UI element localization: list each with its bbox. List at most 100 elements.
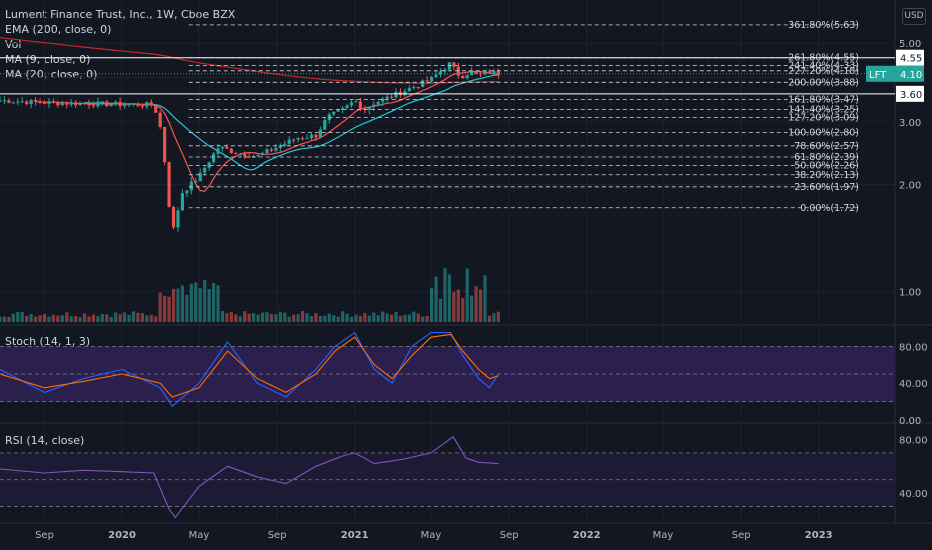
- volume-bar: [91, 314, 96, 322]
- volume-bar: [376, 315, 380, 322]
- stoch-tick-label: 80.00: [899, 342, 928, 353]
- x-tick-label: May: [189, 530, 210, 541]
- volume-bar: [421, 316, 425, 322]
- candle-body: [394, 91, 398, 98]
- volume-bar: [82, 313, 87, 322]
- volume-bar: [332, 315, 336, 322]
- y-tick-label: 5.00: [899, 39, 921, 50]
- stoch-pane-label[interactable]: Stoch (14, 1, 3): [5, 335, 91, 348]
- candle-body: [300, 138, 305, 140]
- candle-body: [131, 103, 136, 105]
- ma-9-line: [35, 70, 499, 193]
- volume-bar: [154, 316, 158, 322]
- volume-bar: [430, 287, 434, 322]
- candle-body: [136, 103, 140, 106]
- volume-bar: [194, 282, 198, 322]
- legend-vol[interactable]: Vol: [5, 38, 22, 51]
- volume-bar: [345, 313, 349, 322]
- candle-body: [180, 193, 185, 211]
- volume-bar: [96, 316, 100, 322]
- candle-body: [260, 153, 265, 156]
- candle-body: [38, 101, 42, 103]
- candle-body: [265, 149, 269, 154]
- volume-bar: [243, 311, 247, 322]
- candle-body: [465, 75, 469, 79]
- volume-bar: [131, 311, 136, 322]
- volume-bar: [381, 311, 385, 322]
- volume-bar: [171, 288, 176, 322]
- volume-bar: [492, 313, 496, 322]
- volume-bar: [114, 312, 118, 322]
- volume-bar: [207, 289, 211, 322]
- candle-body: [238, 153, 242, 155]
- candle-body: [354, 101, 358, 103]
- volume-bar: [407, 314, 411, 322]
- price-tag-bg: [896, 85, 924, 102]
- y-tick-label: 1.00: [899, 287, 921, 298]
- volume-bar: [323, 315, 327, 322]
- volume-bar: [496, 311, 500, 322]
- candle-body: [229, 148, 233, 154]
- candle-body: [91, 105, 96, 107]
- candle-body: [492, 71, 496, 74]
- volume-bar: [461, 298, 465, 322]
- x-tick-label: May: [653, 530, 674, 541]
- candle-body: [416, 87, 420, 89]
- ticker-badge: [866, 65, 896, 82]
- volume-bar: [225, 313, 229, 322]
- candle-body: [96, 101, 100, 107]
- volume-bar: [389, 314, 394, 322]
- volume-bar: [7, 316, 11, 322]
- fib-level-label: 23.60%(1.97): [794, 182, 859, 193]
- volume-bar: [358, 315, 363, 322]
- volume-bar: [385, 313, 389, 322]
- volume-bar: [176, 288, 180, 322]
- volume-bar: [314, 312, 318, 322]
- volume-bar: [327, 313, 331, 322]
- candle-body: [60, 103, 64, 106]
- currency-badge[interactable]: USD: [902, 8, 926, 25]
- volume-bar: [16, 312, 20, 322]
- legend-ma9[interactable]: MA (9, close, 0): [5, 53, 91, 66]
- volume-bar: [42, 314, 47, 322]
- candle-body: [332, 111, 336, 115]
- volume-bar: [74, 316, 78, 322]
- candle-body: [256, 155, 260, 157]
- volume-bar: [136, 312, 140, 322]
- volume-bar: [265, 312, 269, 322]
- candle-body: [372, 104, 376, 107]
- fib-level-label: 141.40%(3.25): [788, 105, 859, 116]
- chart-title[interactable]: Lument Finance Trust, Inc., 1W, Cboe BZX: [5, 8, 236, 21]
- x-tick-label: 2020: [108, 530, 136, 541]
- volume-bar: [341, 311, 345, 322]
- volume-bar: [11, 313, 15, 322]
- candle-body: [434, 74, 438, 77]
- legend-ema[interactable]: EMA (200, close, 0): [5, 23, 112, 36]
- volume-bar: [118, 314, 122, 322]
- ticker-badge-label: LFT: [869, 70, 887, 81]
- candle-body: [283, 143, 287, 146]
- candle-body: [203, 167, 207, 173]
- fib-level-label: 227.20%(4.18): [788, 66, 859, 77]
- candle-body: [185, 190, 189, 194]
- candle-body: [69, 102, 73, 105]
- price-tag-bg: [896, 49, 924, 66]
- candle-body: [234, 153, 238, 155]
- volume-bar: [238, 316, 242, 322]
- candle-body: [7, 100, 11, 103]
- candle-body: [452, 62, 456, 67]
- volume-bar: [216, 285, 220, 322]
- volume-bar: [318, 315, 322, 322]
- volume-bar: [234, 314, 238, 322]
- candle-body: [438, 71, 443, 75]
- candle-body: [309, 134, 314, 139]
- candle-body: [109, 104, 113, 107]
- volume-bar: [252, 313, 256, 322]
- volume-bar: [189, 283, 193, 322]
- candle-body: [194, 181, 198, 183]
- volume-bar: [145, 315, 149, 322]
- fib-level-label: 100.00%(2.80): [788, 128, 859, 139]
- candle-body: [274, 147, 278, 151]
- candle-body: [176, 210, 180, 228]
